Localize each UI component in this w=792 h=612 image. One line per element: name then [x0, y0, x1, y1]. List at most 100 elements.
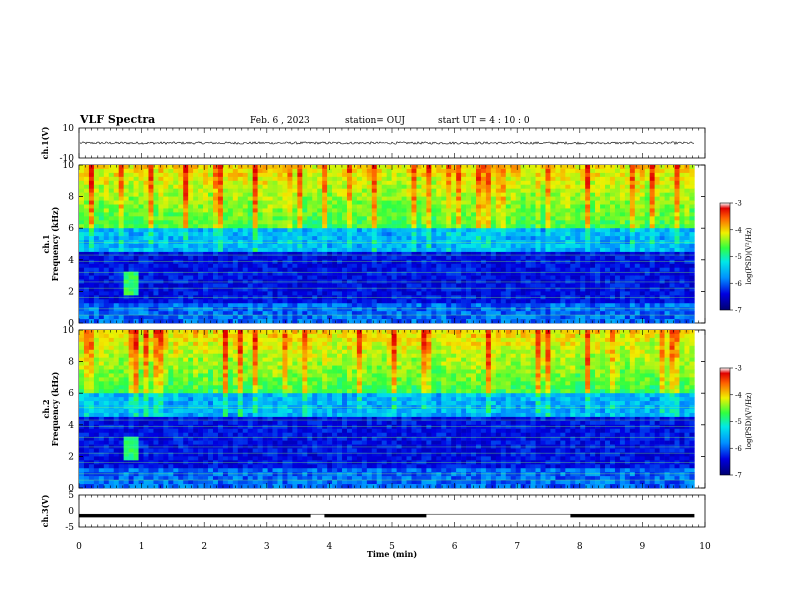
ch1-spec-cell	[679, 172, 685, 178]
ch1-spec-cell	[436, 283, 442, 288]
ch1-spec-cell	[590, 319, 596, 324]
ch1-spec-cell	[624, 208, 631, 213]
ch1-spec-cell	[148, 299, 154, 304]
ch1-spec-cell	[689, 263, 695, 268]
ch1-spec-cell	[307, 208, 313, 213]
ch1-spec-cell	[535, 247, 541, 253]
ch1-spec-cell	[143, 263, 149, 268]
ch1-spec-cell	[510, 228, 516, 233]
ch1-spec-cell	[242, 244, 249, 249]
ch1-spec-cell	[227, 244, 234, 249]
ch1-spec-cell	[158, 307, 164, 312]
ch1-spec-cell	[590, 176, 596, 182]
ch1-spec-cell	[456, 228, 462, 233]
ch1-spec-cell	[88, 200, 95, 205]
ch1-spec-cell	[580, 303, 586, 308]
ch1-spec-cell	[386, 319, 392, 324]
ch1-spec-cell	[183, 200, 189, 205]
ch1-spec-cell	[590, 224, 596, 229]
ch1-spec-cell	[644, 216, 650, 221]
ch1-spec-cell	[198, 271, 204, 276]
ch1-spec-cell	[322, 319, 328, 324]
ch1-spec-cell	[436, 271, 442, 276]
ch1-spec-cell	[644, 307, 650, 312]
ch1-spec-cell	[366, 244, 373, 249]
ch1-spec-cell	[684, 204, 690, 209]
ch1-spec-cell	[664, 275, 670, 280]
ch1-spec-cell	[466, 228, 472, 233]
ch1-spec-cell	[416, 216, 422, 221]
ch1-spec-cell	[361, 168, 368, 174]
ch1-spec-cell	[188, 168, 194, 174]
ch1-spec-cell	[451, 224, 457, 229]
ch1-spec-cell	[267, 216, 273, 221]
ch1-spec-cell	[133, 204, 139, 209]
ch1-spec-cell	[629, 172, 636, 178]
ch1-spec-cell	[441, 168, 447, 174]
ch1-spec-cell	[565, 244, 571, 249]
ch1-spec-cell	[292, 283, 298, 288]
ch1-spec-cell	[530, 184, 536, 189]
ch1-spec-cell	[525, 196, 531, 201]
ch1-spec-cell	[560, 267, 566, 272]
ch1-spec-cell	[158, 255, 164, 261]
ch1-spec-cell	[629, 244, 636, 249]
ch1-spec-cell	[495, 244, 502, 249]
ch1-spec-cell	[674, 255, 680, 261]
ch1-spec-cell	[436, 168, 442, 174]
ch1-spec-cell	[158, 165, 164, 170]
ch1-spec-cell	[560, 244, 566, 249]
ch1-spec-cell	[575, 291, 581, 296]
ch1-spec-cell	[98, 184, 105, 189]
ch1-spec-cell	[282, 204, 288, 209]
ch1-spec-cell	[212, 172, 219, 178]
ch1-spec-cell	[178, 307, 184, 312]
ch1-spec-cell	[237, 168, 244, 174]
ch1-spec-cell	[208, 275, 214, 280]
ch1-spec-cell	[396, 232, 402, 237]
ch1-spec-cell	[406, 180, 412, 186]
ch1-spec-cell	[208, 255, 214, 261]
ch1-spec-cell	[262, 220, 268, 225]
ch1-spec-cell	[277, 244, 283, 249]
ch1-spec-cell	[222, 228, 229, 233]
ch1-spec-cell	[83, 196, 90, 201]
ch1-spec-cell	[79, 176, 85, 182]
ch1-spec-cell	[401, 247, 407, 253]
ch1-spec-cell	[212, 299, 219, 304]
ch1-spec-cell	[88, 168, 95, 174]
ch1-spec-cell	[669, 299, 675, 304]
ch1-spec-cell	[257, 267, 263, 272]
ch1-spec-cell	[515, 232, 521, 237]
ch1-spec-cell	[163, 188, 169, 193]
ch1-spec-cell	[212, 244, 219, 249]
ch1-spec-cell	[530, 212, 536, 217]
ch1-spec-cell	[183, 176, 189, 182]
ch1-spec-cell	[659, 228, 665, 233]
ch1-spec-cell	[555, 228, 561, 233]
ch1-spec-cell	[644, 244, 650, 249]
ch1-spec-cell	[257, 188, 263, 193]
ch1-spec-cell	[386, 247, 392, 253]
ch1-spec-cell	[540, 244, 546, 249]
ch1-spec-cell	[654, 180, 660, 186]
ch1-spec-cell	[376, 188, 383, 193]
ch1-spec-cell	[525, 212, 531, 217]
ch1-spec-cell	[565, 176, 571, 182]
ch1-spec-cell	[456, 236, 462, 241]
ch1-spec-cell	[143, 259, 149, 265]
ch1-spec-cell	[609, 283, 616, 288]
ch1-spec-cell	[540, 196, 546, 201]
ch1-spec-cell	[292, 263, 298, 268]
ch1-spec-cell	[510, 247, 516, 253]
ch1-spec-cell	[317, 212, 323, 217]
ch1-spec-cell	[237, 303, 244, 308]
ch1-spec-cell	[351, 188, 358, 193]
ch1-spec-cell	[158, 212, 164, 217]
ch1-spec-cell	[292, 311, 298, 316]
ch1-spec-cell	[302, 255, 308, 261]
ch1-spec-cell	[639, 263, 646, 268]
ch1-spec-cell	[257, 208, 263, 213]
ch1-spec-cell	[550, 204, 556, 209]
ch1-spec-cell	[495, 188, 502, 193]
